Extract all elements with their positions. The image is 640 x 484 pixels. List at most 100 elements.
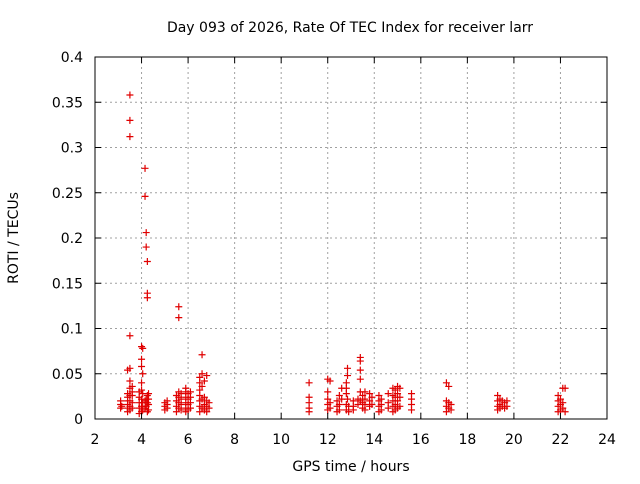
data-point: [335, 406, 343, 414]
data-point: [126, 91, 134, 99]
x-tick-label: 14: [365, 432, 383, 448]
data-point: [408, 406, 416, 414]
data-point: [368, 393, 376, 401]
x-tick-label: 4: [137, 432, 146, 448]
data-point: [128, 382, 136, 390]
data-point: [442, 408, 450, 416]
data-point: [117, 397, 125, 405]
y-tick-label: 0.2: [61, 231, 83, 247]
data-point: [396, 402, 404, 410]
data-point: [345, 408, 353, 416]
data-point: [361, 406, 369, 414]
grid-lines: [95, 57, 607, 419]
data-point: [305, 379, 313, 387]
data-point: [138, 386, 146, 394]
axis-ticks: 2 4 6 8 10 12 14 16 18 20 22 2400.050.10.150.20.250…: [52, 50, 616, 448]
data-point: [356, 366, 364, 374]
data-point: [445, 382, 453, 390]
data-point: [356, 357, 364, 365]
data-point: [198, 382, 206, 390]
data-point: [143, 258, 151, 266]
data-point: [324, 388, 332, 396]
data-point: [145, 390, 153, 398]
data-point: [377, 406, 385, 414]
data-point: [128, 404, 136, 412]
data-point: [561, 408, 569, 416]
data-point: [126, 133, 134, 141]
data-point: [326, 377, 334, 385]
chart-title: Day 093 of 2026, Rate Of TEC Index for r…: [167, 20, 533, 36]
x-tick-label: 6: [184, 432, 193, 448]
data-point: [203, 372, 211, 380]
data-point: [205, 399, 213, 407]
x-tick-label: 16: [412, 432, 430, 448]
data-point: [203, 408, 211, 416]
data-point: [559, 404, 567, 412]
x-axis-label: GPS time / hours: [292, 459, 409, 475]
data-point: [344, 395, 352, 403]
data-point: [177, 390, 185, 398]
data-point: [396, 384, 404, 392]
data-point: [394, 390, 402, 398]
data-point: [126, 377, 134, 385]
data-point: [138, 355, 146, 363]
data-point: [305, 408, 313, 416]
data-point: [139, 344, 147, 352]
data-point: [361, 388, 369, 396]
y-tick-label: 0.05: [52, 367, 83, 383]
data-point: [186, 388, 194, 396]
data-point: [447, 406, 455, 414]
data-point: [138, 379, 146, 387]
data-point: [138, 363, 146, 371]
x-tick-label: 10: [272, 432, 290, 448]
data-point: [396, 393, 404, 401]
data-point: [354, 401, 362, 409]
data-point: [366, 390, 374, 398]
x-tick-label: 24: [598, 432, 616, 448]
x-tick-label: 18: [458, 432, 476, 448]
data-point: [118, 402, 126, 410]
data-point: [442, 379, 450, 387]
data-point: [344, 364, 352, 372]
data-point: [200, 393, 208, 401]
data-point: [394, 397, 402, 405]
data-point: [163, 397, 171, 405]
data-point: [141, 164, 149, 172]
data-point: [196, 373, 204, 381]
data-point: [335, 391, 343, 399]
data-point: [141, 192, 149, 200]
x-tick-label: 2: [91, 432, 100, 448]
data-point: [175, 303, 183, 311]
y-tick-label: 0: [74, 412, 83, 428]
data-point: [175, 314, 183, 322]
x-tick-label: 20: [505, 432, 523, 448]
data-point: [126, 364, 134, 372]
data-point: [142, 243, 150, 251]
data-point: [126, 332, 134, 340]
data-point: [349, 406, 357, 414]
data-point: [143, 294, 151, 302]
y-axis-label: ROTI / TECUs: [6, 192, 22, 284]
data-point: [561, 384, 569, 392]
x-tick-label: 8: [230, 432, 239, 448]
data-point: [359, 391, 367, 399]
data-point: [196, 386, 204, 394]
data-point: [200, 377, 208, 385]
x-tick-label: 22: [552, 432, 570, 448]
data-point: [142, 229, 150, 237]
data-point: [368, 401, 376, 409]
x-tick-label: 12: [319, 432, 337, 448]
data-point: [503, 402, 511, 410]
data-point: [326, 404, 334, 412]
y-tick-label: 0.4: [61, 50, 83, 66]
data-point: [384, 390, 392, 398]
data-point: [198, 351, 206, 359]
y-tick-label: 0.25: [52, 186, 83, 202]
data-point: [198, 370, 206, 378]
y-tick-label: 0.35: [52, 95, 83, 111]
data-point: [342, 390, 350, 398]
data-point: [344, 372, 352, 380]
data-point: [182, 384, 190, 392]
